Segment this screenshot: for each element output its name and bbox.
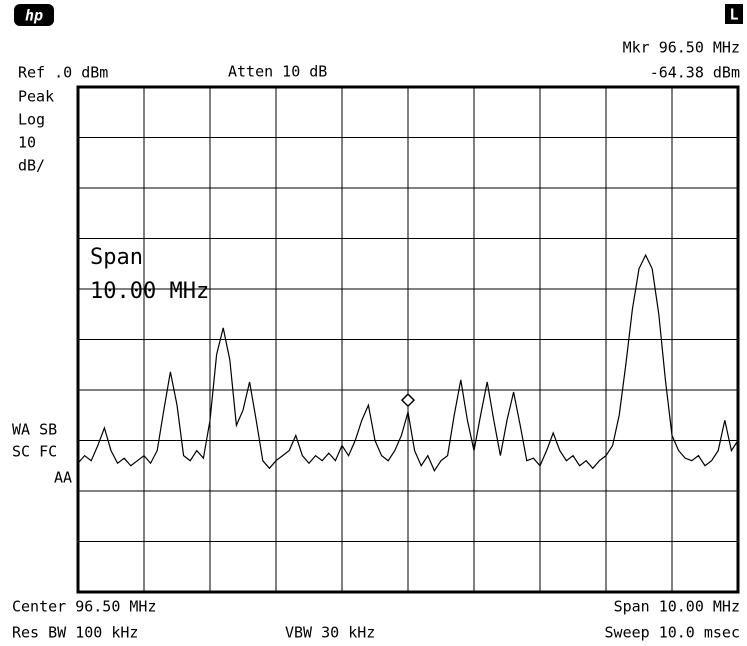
atten: Atten 10 dB (228, 63, 327, 81)
center-freq: Center 96.50 MHz (12, 598, 157, 616)
ref-level: Ref .0 dBm (18, 64, 108, 82)
mode: L (729, 6, 738, 24)
span-value: 10.00 MHz (90, 279, 209, 304)
logo-badge (14, 4, 54, 26)
flags: WA SB (12, 421, 57, 439)
marker-freq: Mkr 96.50 MHz (623, 39, 740, 57)
scale-unit: dB/ (18, 157, 45, 175)
marker-level: -64.38 dBm (650, 64, 740, 82)
flags: SC FC (12, 443, 57, 461)
vbw: VBW 30 kHz (285, 624, 375, 642)
graticule-border (76, 85, 740, 594)
span: Span 10.00 MHz (614, 598, 740, 616)
rbw: Res BW 100 kHz (12, 624, 138, 642)
flags: AA (54, 469, 72, 487)
span-title: Span (90, 245, 143, 270)
logo: hp (25, 7, 43, 25)
mode-badge (725, 4, 743, 24)
scale: Log (18, 111, 45, 129)
sweep: Sweep 10.0 msec (605, 624, 740, 642)
scale-value: 10 (18, 134, 36, 152)
detector: Peak (18, 88, 54, 106)
trace (77, 253, 739, 473)
marker (400, 393, 416, 408)
